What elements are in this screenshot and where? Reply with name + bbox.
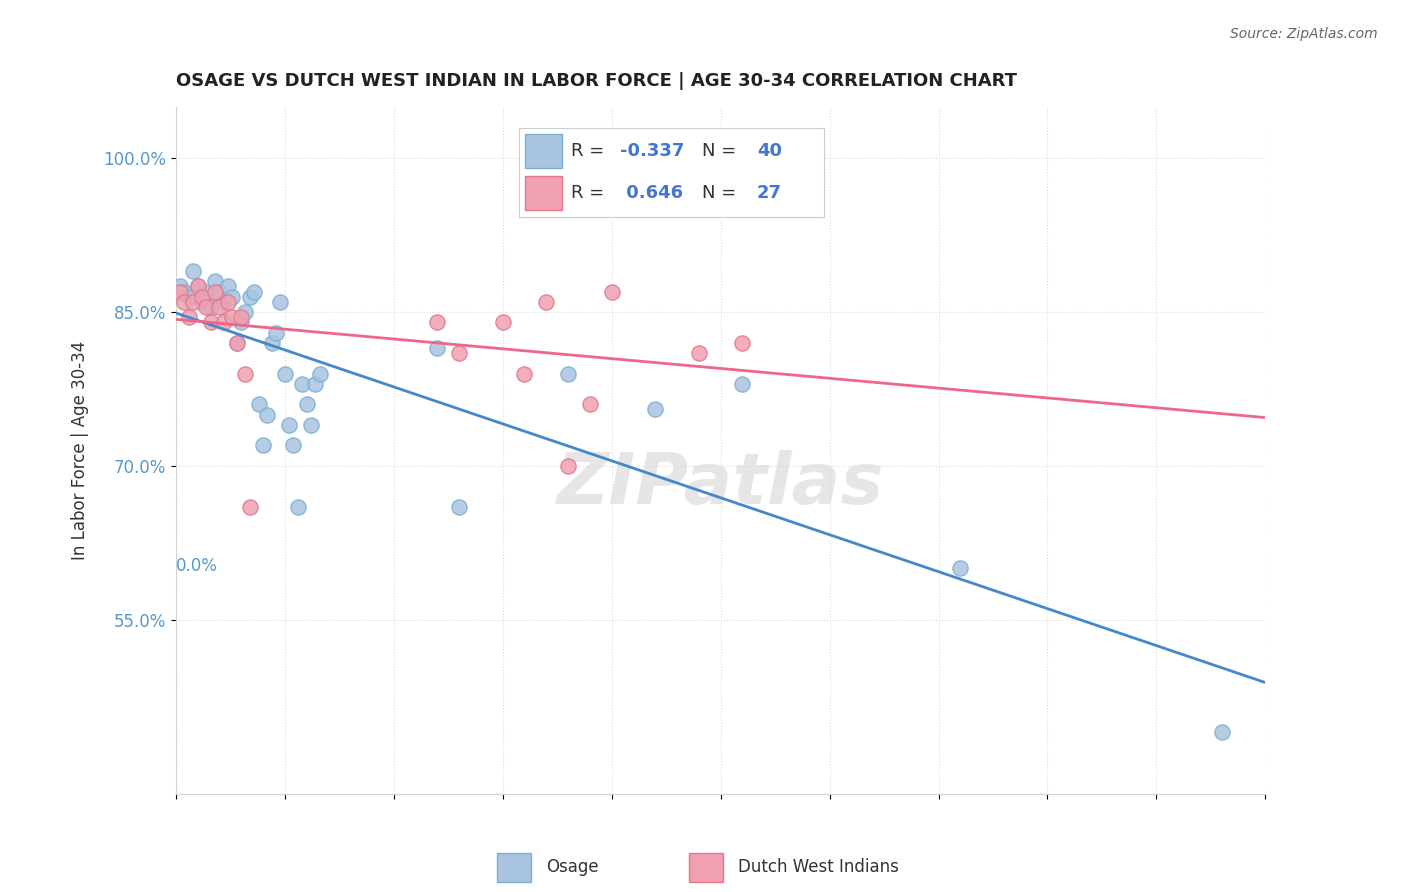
Point: [731, 376, 754, 391]
Point: [173, 294, 195, 309]
Point: [212, 315, 235, 329]
Point: [492, 315, 515, 329]
Point: [208, 285, 231, 299]
Point: [200, 315, 222, 329]
Point: [186, 279, 209, 293]
Point: [177, 290, 200, 304]
Point: [260, 335, 283, 350]
Point: [221, 310, 243, 325]
Point: [169, 279, 191, 293]
Point: [217, 279, 239, 293]
Point: [204, 274, 226, 288]
Point: [221, 290, 243, 304]
Point: [644, 402, 666, 417]
Point: [243, 285, 266, 299]
Point: [169, 285, 191, 299]
Point: [600, 285, 623, 299]
Point: [181, 264, 204, 278]
Point: [426, 315, 449, 329]
Point: [181, 294, 204, 309]
Text: ZIPatlas: ZIPatlas: [557, 450, 884, 519]
Point: [212, 294, 235, 309]
Point: [235, 305, 257, 319]
Point: [186, 279, 209, 293]
Point: [579, 397, 602, 411]
Point: [287, 500, 309, 514]
Point: [195, 285, 218, 299]
Point: [239, 500, 262, 514]
Point: [225, 335, 247, 350]
Point: [252, 438, 274, 452]
Point: [688, 346, 710, 360]
Point: [291, 376, 314, 391]
Point: [557, 367, 579, 381]
Text: 0.0%: 0.0%: [176, 557, 218, 575]
Point: [304, 376, 326, 391]
Point: [308, 367, 330, 381]
Point: [447, 346, 470, 360]
Point: [231, 315, 253, 329]
Point: [949, 561, 972, 575]
Point: [173, 285, 195, 299]
Point: [225, 335, 247, 350]
Point: [1211, 725, 1233, 739]
FancyBboxPatch shape: [498, 854, 531, 881]
Point: [195, 300, 218, 314]
Point: [513, 367, 536, 381]
Point: [204, 285, 226, 299]
Point: [191, 290, 214, 304]
Point: [247, 397, 270, 411]
Point: [269, 294, 291, 309]
Point: [239, 290, 262, 304]
Point: [177, 310, 200, 325]
Point: [274, 367, 297, 381]
Text: Source: ZipAtlas.com: Source: ZipAtlas.com: [1230, 27, 1378, 41]
Text: Osage: Osage: [546, 858, 599, 877]
Point: [256, 408, 278, 422]
Y-axis label: In Labor Force | Age 30-34: In Labor Force | Age 30-34: [72, 341, 89, 560]
Point: [235, 367, 257, 381]
Point: [231, 310, 253, 325]
Point: [295, 397, 318, 411]
Point: [191, 294, 214, 309]
Point: [264, 326, 287, 340]
Point: [208, 300, 231, 314]
Point: [426, 341, 449, 355]
Text: Dutch West Indians: Dutch West Indians: [738, 858, 898, 877]
FancyBboxPatch shape: [689, 854, 723, 881]
Point: [283, 438, 305, 452]
Point: [200, 300, 222, 314]
Text: OSAGE VS DUTCH WEST INDIAN IN LABOR FORCE | AGE 30-34 CORRELATION CHART: OSAGE VS DUTCH WEST INDIAN IN LABOR FORC…: [176, 72, 1017, 90]
Point: [217, 294, 239, 309]
Point: [557, 458, 579, 473]
Point: [447, 500, 470, 514]
Point: [731, 335, 754, 350]
Point: [534, 294, 557, 309]
Point: [299, 417, 322, 432]
Point: [278, 417, 301, 432]
